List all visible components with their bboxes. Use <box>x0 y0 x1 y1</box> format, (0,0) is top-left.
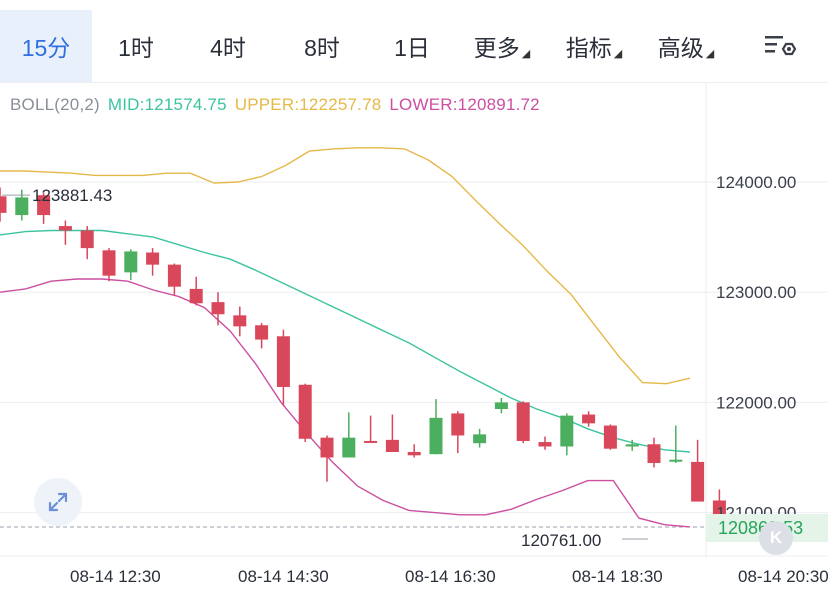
tab-1d[interactable]: 1日 <box>368 10 456 82</box>
candle-up <box>15 197 29 216</box>
time-tick-label: 08-14 20:30 <box>738 567 828 586</box>
tab-label: 8时 <box>304 35 340 61</box>
candle-down <box>167 264 181 287</box>
candle-down <box>538 442 552 447</box>
candle-down <box>647 444 661 464</box>
candles <box>0 187 770 540</box>
time-tick-label: 08-14 14:30 <box>238 567 329 586</box>
tab-label: 更多 <box>473 35 520 61</box>
candle-down <box>80 230 94 249</box>
candle-up <box>625 444 639 447</box>
boll-name: BOLL(20,2) <box>10 95 100 114</box>
tab-label: 高级 <box>657 35 704 61</box>
chart-grid <box>0 82 828 558</box>
candle-down <box>189 288 203 304</box>
dropdown-caret-icon: ◢ <box>521 47 531 60</box>
high-price-label: 123881.43 <box>32 186 113 205</box>
tab-label: 4时 <box>210 35 246 61</box>
tab-label: 1日 <box>394 35 430 61</box>
candle-up <box>473 434 487 444</box>
candle-down <box>320 437 334 458</box>
price-tick-label: 124000.00 <box>716 173 796 192</box>
price-tick-label: 122000.00 <box>716 393 796 412</box>
tab-4h[interactable]: 4时 <box>180 10 276 82</box>
candle-up <box>494 402 508 410</box>
boll-indicator-legend: BOLL(20,2) MID:121574.75 UPPER:122257.78 LO… <box>10 95 548 115</box>
time-tick-label: 08-14 12:30 <box>70 567 161 586</box>
boll-bands <box>0 147 691 528</box>
candle-up <box>429 417 443 455</box>
candle-down <box>385 439 399 452</box>
timeframe-toolbar: 15分 1时 4时 8时 1日 更多 ◢ 指标 ◢ 高级 ◢ <box>0 0 828 83</box>
boll-lower-line <box>0 278 691 528</box>
candle-down <box>582 414 596 424</box>
candle-down <box>276 336 290 387</box>
low-price-label: 120761.00 <box>521 531 602 550</box>
boll-mid-line <box>0 229 691 453</box>
boll-lower-value: LOWER:120891.72 <box>389 95 540 114</box>
candle-down <box>407 451 421 456</box>
candle-up <box>669 459 683 462</box>
tab-15min[interactable]: 15分 <box>0 10 92 82</box>
dropdown-caret-icon: ◢ <box>705 47 715 60</box>
boll-upper-value: UPPER:122257.78 <box>234 95 382 114</box>
price-tick-label: 123000.00 <box>716 283 796 302</box>
candle-down <box>516 402 530 441</box>
tab-advanced[interactable]: 高级 ◢ <box>640 10 732 82</box>
tab-1h[interactable]: 1时 <box>92 10 180 82</box>
candle-down <box>603 425 617 449</box>
candle-up <box>342 437 356 458</box>
tab-label: 1时 <box>118 35 154 61</box>
candle-down <box>102 250 116 276</box>
tab-label: 指标 <box>565 35 612 61</box>
candle-down <box>364 440 378 443</box>
k-line-toggle-icon[interactable]: K <box>759 521 793 555</box>
tab-more[interactable]: 更多 ◢ <box>456 10 548 82</box>
time-tick-label: 08-14 18:30 <box>572 567 663 586</box>
candle-down <box>58 226 72 231</box>
candle-up <box>560 415 574 447</box>
candle-up <box>124 251 138 273</box>
boll-mid-value: MID:121574.75 <box>107 95 227 114</box>
candle-down <box>255 325 269 340</box>
tab-label: 15分 <box>21 35 71 61</box>
candle-down <box>146 252 160 265</box>
dropdown-caret-icon: ◢ <box>613 47 623 60</box>
expand-icon[interactable] <box>34 478 82 526</box>
candle-down <box>233 315 247 327</box>
candle-down <box>0 196 7 213</box>
chart-settings-icon[interactable] <box>762 32 798 62</box>
candle-down <box>451 413 465 436</box>
candle-down <box>298 384 312 439</box>
time-tick-label: 08-14 16:30 <box>405 567 496 586</box>
boll-upper-line <box>0 147 691 385</box>
tab-8h[interactable]: 8时 <box>276 10 368 82</box>
candle-down <box>691 461 705 502</box>
candle-down <box>37 195 51 216</box>
candle-down <box>211 302 225 315</box>
time-axis: 08-14 12:30 08-14 14:30 08-14 16:30 08-14 1… <box>70 567 828 586</box>
tab-indicators[interactable]: 指标 ◢ <box>548 10 640 82</box>
